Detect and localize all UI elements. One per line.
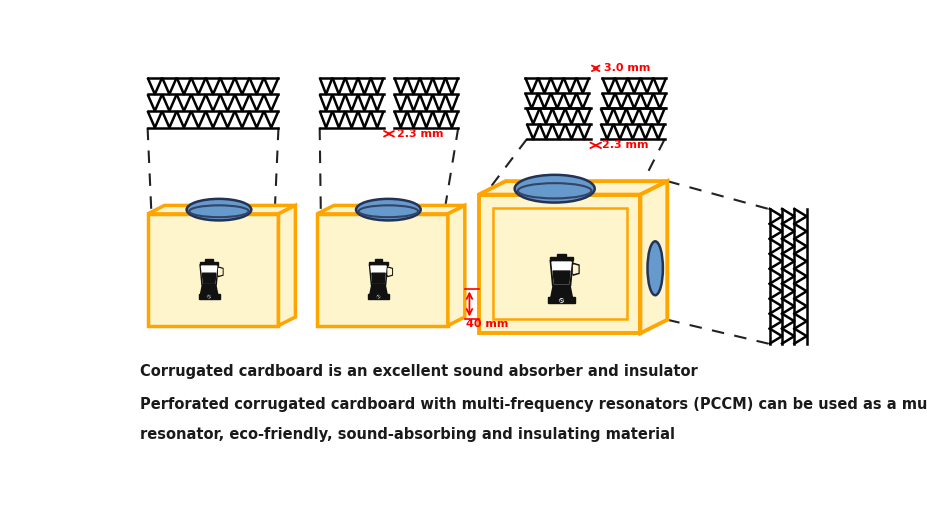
Bar xyxy=(369,262,387,264)
Polygon shape xyxy=(387,267,392,277)
Bar xyxy=(200,262,218,264)
Polygon shape xyxy=(147,205,295,214)
Polygon shape xyxy=(640,181,667,333)
Polygon shape xyxy=(371,266,386,283)
Text: 2.3 mm: 2.3 mm xyxy=(602,140,648,150)
Polygon shape xyxy=(552,262,571,284)
Polygon shape xyxy=(551,286,572,297)
Ellipse shape xyxy=(647,241,662,295)
Bar xyxy=(556,254,565,256)
Polygon shape xyxy=(478,195,640,333)
Polygon shape xyxy=(147,214,278,326)
Polygon shape xyxy=(448,205,464,326)
Polygon shape xyxy=(387,269,391,275)
Polygon shape xyxy=(317,205,464,214)
Polygon shape xyxy=(550,260,572,286)
Polygon shape xyxy=(368,294,388,299)
Circle shape xyxy=(558,297,564,304)
Polygon shape xyxy=(198,294,220,299)
Ellipse shape xyxy=(514,175,594,202)
Text: 3.0 mm: 3.0 mm xyxy=(603,63,650,73)
Ellipse shape xyxy=(186,199,251,220)
Polygon shape xyxy=(201,266,217,283)
Polygon shape xyxy=(552,271,569,284)
Polygon shape xyxy=(478,181,667,195)
Text: 2.3 mm: 2.3 mm xyxy=(396,129,443,139)
Text: Corrugated cardboard is an excellent sound absorber and insulator: Corrugated cardboard is an excellent sou… xyxy=(140,364,697,379)
Bar xyxy=(492,209,626,319)
Bar xyxy=(205,259,212,262)
Polygon shape xyxy=(572,263,578,275)
Bar xyxy=(550,256,572,260)
Polygon shape xyxy=(200,264,218,285)
Bar xyxy=(375,259,382,262)
Polygon shape xyxy=(372,273,385,283)
Polygon shape xyxy=(218,267,222,277)
Polygon shape xyxy=(200,285,218,294)
Text: 40 mm: 40 mm xyxy=(466,319,508,329)
Polygon shape xyxy=(548,297,574,304)
Circle shape xyxy=(375,294,380,299)
Polygon shape xyxy=(369,264,387,285)
Polygon shape xyxy=(370,285,387,294)
Ellipse shape xyxy=(356,199,420,220)
Polygon shape xyxy=(317,214,448,326)
Circle shape xyxy=(207,294,211,299)
Polygon shape xyxy=(278,205,295,326)
Text: Perforated corrugated cardboard with multi-frequency resonators (PCCM) can be us: Perforated corrugated cardboard with mul… xyxy=(140,397,927,413)
Polygon shape xyxy=(219,269,222,275)
Polygon shape xyxy=(573,265,578,273)
Polygon shape xyxy=(202,273,216,283)
Text: resonator, eco-friendly, sound-absorbing and insulating material: resonator, eco-friendly, sound-absorbing… xyxy=(140,426,674,442)
